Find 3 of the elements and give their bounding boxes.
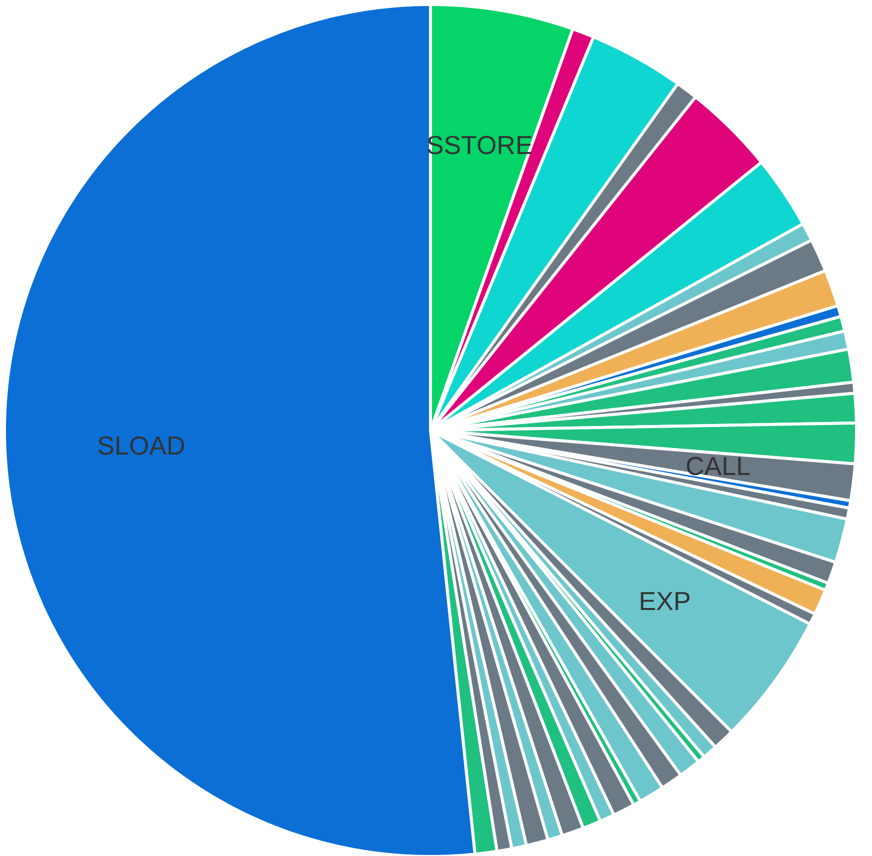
slice-label: SLOAD <box>97 430 186 461</box>
slice-label: CALL <box>686 450 751 481</box>
slice-label: EXP <box>638 586 691 616</box>
